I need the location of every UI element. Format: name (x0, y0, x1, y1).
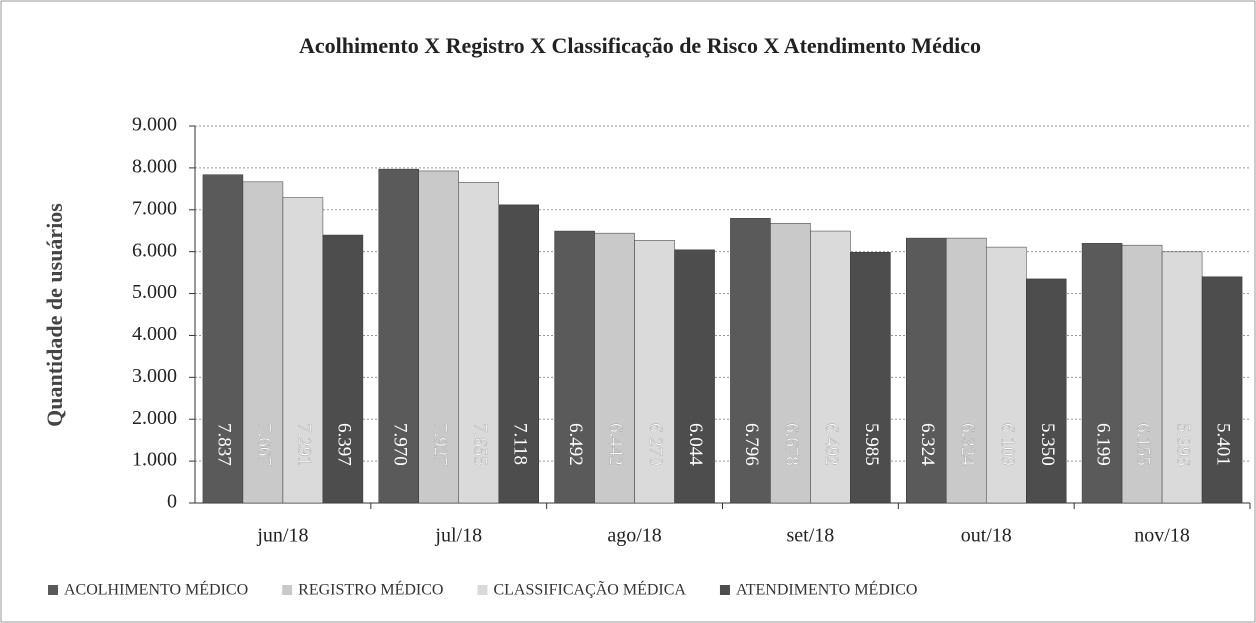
x-tick-label: nov/18 (1134, 525, 1190, 547)
bar (418, 170, 459, 504)
value-label: 6.324 (917, 423, 938, 466)
value-label: 7.655 (469, 423, 490, 466)
bar (906, 237, 947, 504)
value-label: 5.401 (1213, 423, 1234, 466)
value-label: 6.109 (997, 423, 1018, 466)
x-tick-label: jul/18 (434, 525, 482, 547)
legend-label: REGISTRO MÉDICO (298, 580, 443, 599)
legend-label: CLASSIFICAÇÃO MÉDICA (493, 580, 686, 599)
y-tick-label: 6.000 (132, 239, 177, 261)
x-tick-label: jun/18 (256, 525, 308, 547)
bar (202, 174, 244, 504)
bar (810, 230, 851, 504)
x-tick-label: ago/18 (607, 525, 661, 547)
bar (634, 240, 675, 504)
value-label: 5.996 (1173, 423, 1194, 466)
value-label: 7.837 (214, 423, 235, 466)
legend-label: ATENDIMENTO MÉDICO (736, 580, 917, 599)
legend-swatch (48, 585, 58, 595)
value-label: 5.985 (861, 423, 882, 466)
y-tick-label: 1.000 (132, 449, 177, 471)
y-tick-label: 4.000 (132, 323, 177, 345)
value-label: 6.270 (645, 423, 666, 466)
value-label: 6.442 (605, 423, 626, 466)
bar (730, 218, 771, 504)
legend-swatch (477, 585, 488, 595)
bar (850, 252, 891, 504)
bar (1161, 251, 1203, 504)
value-label: 7.291 (294, 423, 315, 466)
value-label: 6.155 (1133, 423, 1154, 466)
bar (282, 197, 324, 504)
value-label: 7.667 (254, 423, 275, 466)
value-label: 5.350 (1037, 423, 1058, 466)
y-tick-label: 0 (167, 491, 177, 513)
value-label: 6.678 (781, 423, 802, 466)
bar (594, 232, 635, 504)
value-label: 6.397 (334, 423, 355, 466)
legend-swatch (719, 585, 730, 595)
value-label: 7.970 (389, 423, 410, 466)
bar (498, 204, 539, 504)
y-tick-label: 2.000 (132, 407, 177, 429)
value-label: 7.118 (509, 423, 530, 465)
y-axis-label: Quantidade de usuários (42, 203, 67, 427)
value-label: 7.927 (429, 423, 450, 466)
y-tick-label: 9.000 (132, 114, 177, 136)
bar (770, 223, 811, 504)
bar (378, 168, 419, 504)
y-tick-label: 3.000 (132, 365, 177, 387)
y-tick-label: 5.000 (132, 281, 177, 303)
x-tick-label: set/18 (787, 525, 835, 547)
y-tick-label: 7.000 (132, 197, 177, 219)
bar (322, 234, 364, 504)
bar (674, 249, 715, 504)
chart-title: Acolhimento X Registro X Classificação d… (299, 33, 981, 58)
bar (242, 181, 284, 504)
legend-swatch (282, 585, 293, 595)
bar (986, 246, 1027, 504)
bar (1026, 278, 1067, 504)
value-label: 6.492 (565, 423, 586, 466)
value-label: 6.492 (821, 423, 842, 466)
bar (946, 237, 987, 504)
bar (1201, 276, 1243, 504)
value-label: 6.796 (741, 423, 762, 466)
value-label: 6.324 (957, 423, 978, 466)
value-label: 6.044 (685, 423, 706, 466)
legend-label: ACOLHIMENTO MÉDICO (64, 580, 248, 599)
bar (1081, 243, 1123, 504)
bar (554, 230, 595, 504)
value-label: 6.199 (1093, 423, 1114, 466)
x-tick-label: out/18 (961, 525, 1012, 547)
y-tick-label: 8.000 (132, 155, 177, 177)
